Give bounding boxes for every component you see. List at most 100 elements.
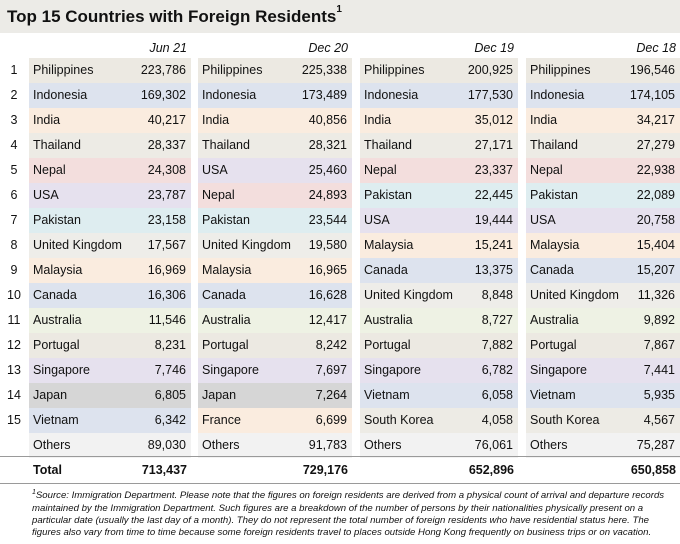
- country-name: Portugal: [364, 338, 411, 352]
- resident-count: 28,321: [308, 138, 347, 152]
- table-row: Philippines 196,546: [526, 58, 680, 83]
- country-name: Nepal: [33, 163, 66, 177]
- resident-count: 12,417: [308, 313, 347, 327]
- resident-count: 23,787: [147, 188, 186, 202]
- resident-count: 19,580: [308, 238, 347, 252]
- resident-count: 25,460: [308, 163, 347, 177]
- table-row: India 40,217: [29, 108, 191, 133]
- table-row: Pakistan 22,445: [360, 183, 518, 208]
- table-row: Singapore 7,441: [526, 358, 680, 383]
- country-name: Portugal: [202, 338, 249, 352]
- resident-count: 223,786: [140, 63, 186, 77]
- resident-count: 7,746: [154, 363, 186, 377]
- table-row: Pakistan 22,089: [526, 183, 680, 208]
- table-row: South Korea 4,567: [526, 408, 680, 433]
- resident-count: 22,089: [636, 188, 675, 202]
- resident-count: 8,231: [154, 338, 186, 352]
- country-name: USA: [33, 188, 59, 202]
- resident-count: 17,567: [147, 238, 186, 252]
- table-row: Japan 7,264: [198, 383, 352, 408]
- country-name: Philippines: [530, 63, 591, 77]
- country-name: United Kingdom: [364, 288, 453, 302]
- resident-count: 200,925: [467, 63, 513, 77]
- resident-count: 35,012: [474, 113, 513, 127]
- resident-count: 174,105: [629, 88, 675, 102]
- country-name: Canada: [33, 288, 77, 302]
- country-name: Australia: [530, 313, 579, 327]
- resident-count: 11,326: [637, 288, 675, 302]
- country-name: South Korea: [364, 413, 434, 427]
- resident-count: 6,782: [481, 363, 513, 377]
- column-header: Jun 21: [149, 41, 187, 55]
- rank-number: 1: [10, 63, 18, 77]
- country-name: United Kingdom: [33, 238, 122, 252]
- country-name: Indonesia: [530, 88, 585, 102]
- table-row: Canada 16,306: [29, 283, 191, 308]
- table-row: United Kingdom 11,326: [526, 283, 680, 308]
- table-row: Japan 6,805: [29, 383, 191, 408]
- country-name: Nepal: [202, 188, 235, 202]
- table-row: Nepal 24,893: [198, 183, 352, 208]
- country-name: Others: [33, 438, 71, 452]
- table-row: USA 19,444: [360, 208, 518, 233]
- table-row: Australia 8,727: [360, 308, 518, 333]
- resident-count: 225,338: [301, 63, 347, 77]
- table-row: Australia 12,417: [198, 308, 352, 333]
- table-row: Others 75,287: [526, 433, 680, 458]
- country-name: Indonesia: [33, 88, 88, 102]
- table-row: India 35,012: [360, 108, 518, 133]
- resident-count: 22,445: [474, 188, 513, 202]
- country-name: Malaysia: [33, 263, 83, 277]
- country-name: Thailand: [33, 138, 81, 152]
- column-header: Dec 18: [636, 41, 676, 55]
- country-name: Canada: [202, 288, 246, 302]
- resident-count: 177,530: [467, 88, 513, 102]
- resident-count: 7,697: [315, 363, 347, 377]
- table-row: Others 89,030: [29, 433, 191, 458]
- table-row: USA 20,758: [526, 208, 680, 233]
- resident-count: 15,207: [636, 263, 675, 277]
- table-row: Portugal 7,882: [360, 333, 518, 358]
- resident-count: 19,444: [474, 213, 513, 227]
- table-row: Singapore 7,746: [29, 358, 191, 383]
- resident-count: 11,546: [148, 313, 186, 327]
- period-column: Jun 21 Philippines 223,786 Indonesia 169,302…: [29, 38, 191, 458]
- resident-count: 7,441: [643, 363, 675, 377]
- country-name: India: [364, 113, 392, 127]
- resident-count: 22,938: [636, 163, 675, 177]
- resident-count: 20,758: [636, 213, 675, 227]
- resident-count: 16,969: [147, 263, 186, 277]
- country-name: Portugal: [530, 338, 577, 352]
- resident-count: 8,727: [481, 313, 513, 327]
- table-row: Nepal 22,938: [526, 158, 680, 183]
- title-bar: [0, 0, 680, 33]
- resident-count: 91,783: [308, 438, 347, 452]
- resident-count: 28,337: [147, 138, 186, 152]
- table-row: India 40,856: [198, 108, 352, 133]
- resident-count: 173,489: [301, 88, 347, 102]
- resident-count: 16,965: [308, 263, 347, 277]
- table-row: Canada 15,207: [526, 258, 680, 283]
- resident-count: 24,308: [147, 163, 186, 177]
- country-name: United Kingdom: [202, 238, 291, 252]
- table-row: Others 91,783: [198, 433, 352, 458]
- rank-number: 10: [7, 288, 21, 302]
- country-name: Canada: [530, 263, 574, 277]
- country-name: Malaysia: [364, 238, 414, 252]
- period-column: Dec 19 Philippines 200,925 Indonesia 177,530…: [360, 38, 518, 458]
- rank-number: 15: [7, 413, 21, 427]
- resident-count: 7,867: [643, 338, 675, 352]
- country-name: Thailand: [364, 138, 412, 152]
- resident-count: 6,805: [154, 388, 186, 402]
- table-row: Thailand 27,279: [526, 133, 680, 158]
- resident-count: 6,699: [315, 413, 347, 427]
- country-name: India: [202, 113, 230, 127]
- rank-number: 7: [10, 213, 18, 227]
- column-total: 729,176: [302, 463, 348, 477]
- resident-count: 40,856: [308, 113, 347, 127]
- period-column: Dec 18 Philippines 196,546 Indonesia 174,105…: [526, 38, 680, 458]
- country-name: Philippines: [33, 63, 94, 77]
- country-name: Pakistan: [364, 188, 412, 202]
- country-name: Japan: [33, 388, 68, 402]
- table-row: Malaysia 16,969: [29, 258, 191, 283]
